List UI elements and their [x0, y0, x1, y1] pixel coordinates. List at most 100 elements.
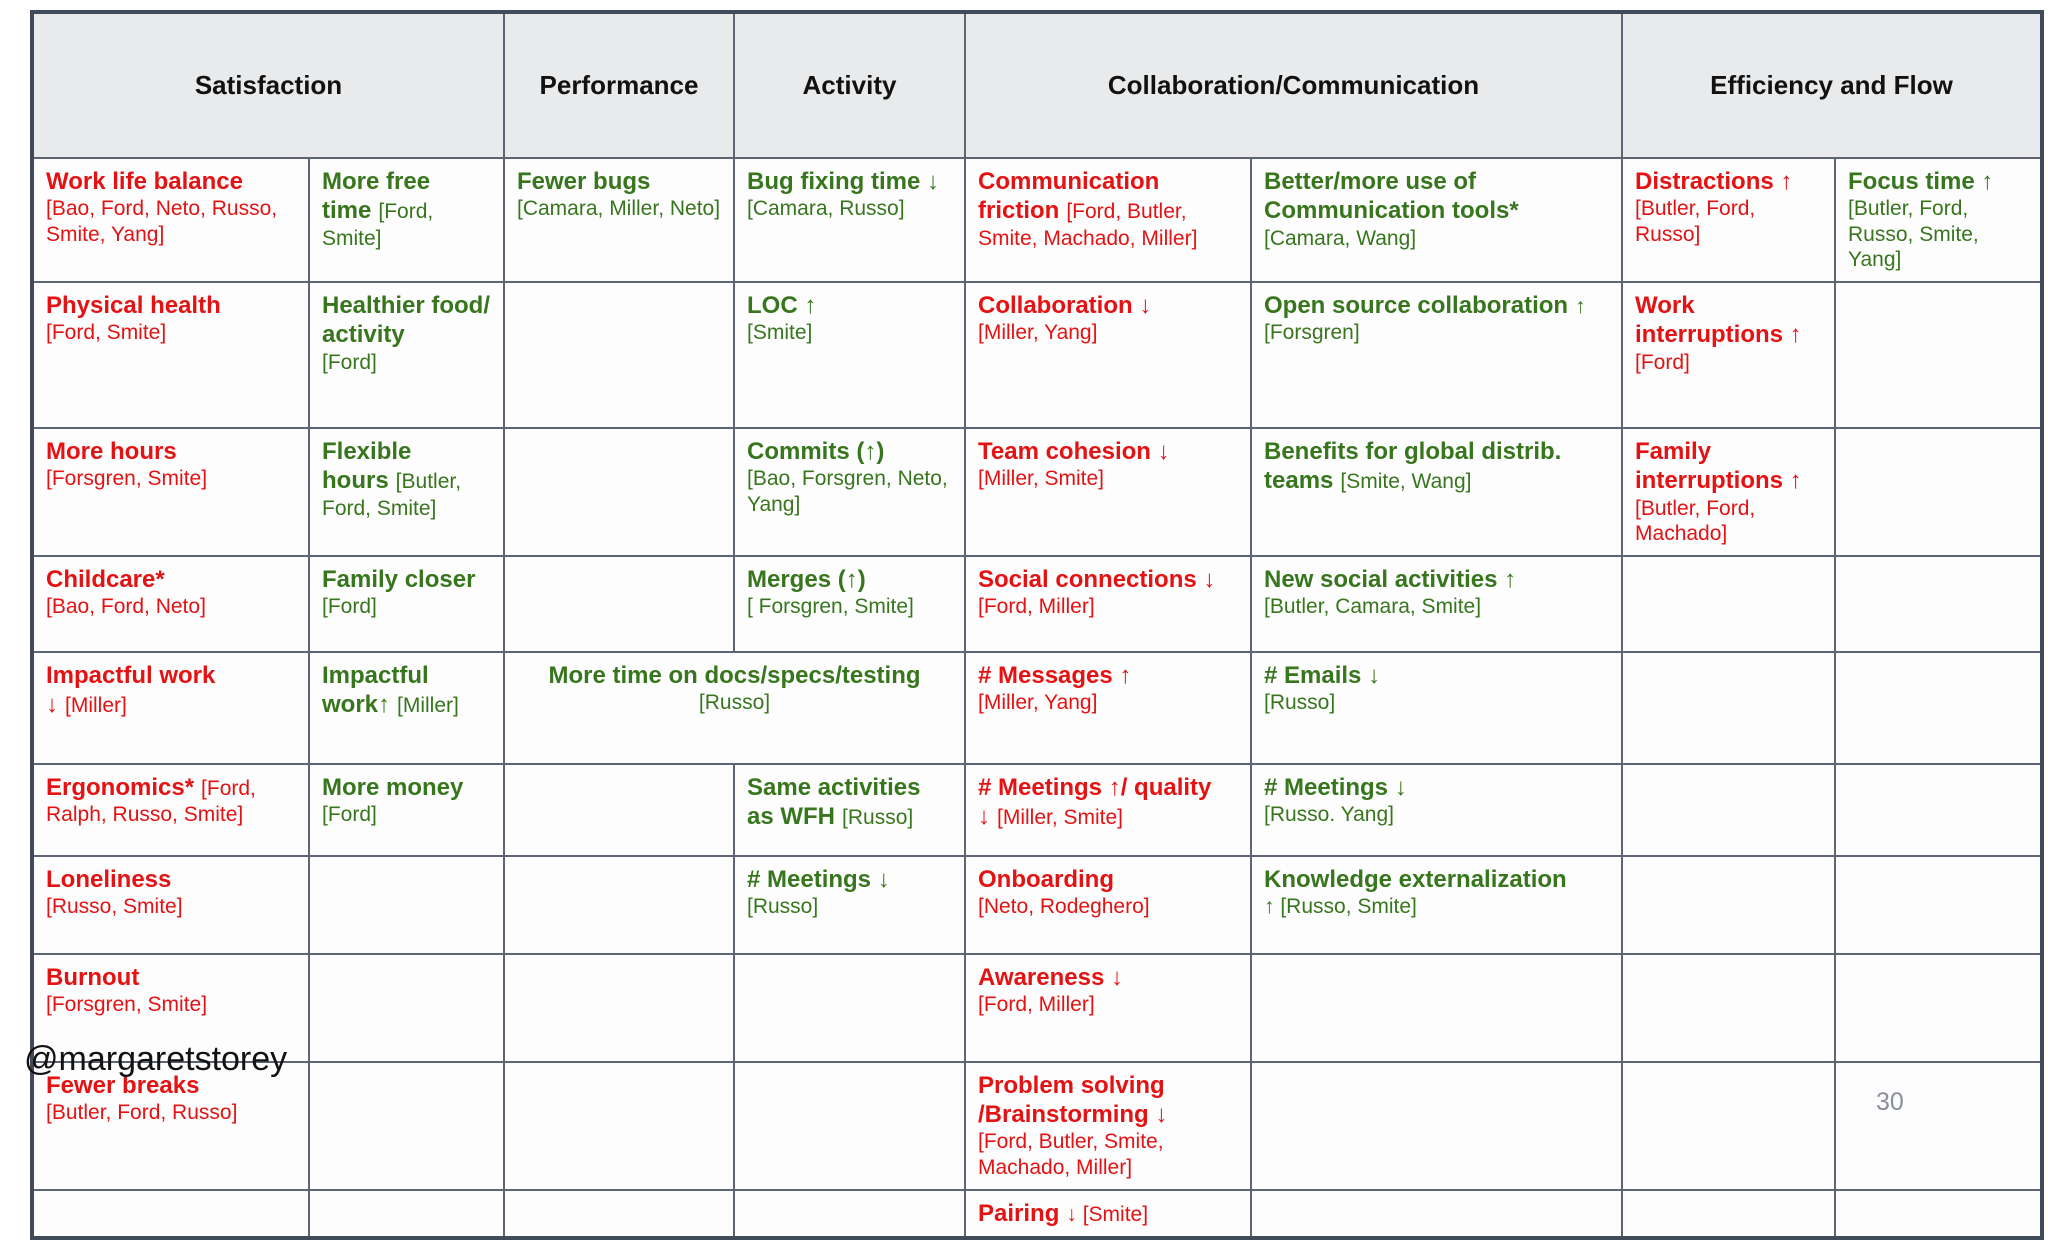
cell-content: # Messages ↑ [Miller, Yang] — [978, 661, 1238, 716]
cell-title: Childcare* — [46, 565, 165, 593]
cell-title: Merges (↑) — [747, 565, 866, 593]
cell-citation: [Ford] — [322, 803, 377, 827]
cell-content: More time on docs/specs/testing [Russo] — [517, 661, 952, 716]
cell-title: More hours — [46, 438, 177, 466]
cell-citation: [Russo] — [698, 691, 771, 715]
cell-citation: [Smite] — [747, 321, 813, 345]
table-cell-empty — [1249, 1060, 1624, 1191]
cell-citation: [Ford, Smite] — [46, 321, 167, 345]
cell-content: Physical health [Ford, Smite] — [46, 291, 296, 346]
cell-content: Impactful work↑ [Miller] — [322, 661, 491, 720]
cell-title: Same activities as WFH — [747, 773, 921, 831]
cell-citation: [Russo, Smite] — [46, 895, 183, 919]
header-row: Satisfaction Performance Activity Collabora… — [31, 11, 2044, 159]
table-row: Burnout [Forsgren, Smite] Awareness ↓ [Ford… — [31, 952, 2044, 1063]
cell-content: More free time [Ford, Smite] — [322, 167, 491, 251]
cell-title: Problem solving /Brainstorming ↓ — [978, 1071, 1168, 1129]
cell-title: Loneliness — [46, 865, 172, 893]
table-cell: Loneliness [Russo, Smite] — [31, 854, 310, 955]
cell-content: Ergonomics* [Ford, Ralph, Russo, Smite] — [46, 773, 296, 828]
cell-citation: [Ford] — [1635, 350, 1690, 374]
cell-citation: [Miller, Smite] — [997, 806, 1124, 830]
table-cell-empty — [503, 762, 735, 857]
table-cell-empty — [1621, 952, 1837, 1063]
cell-content: Knowledge externalization ↑ [Russo, Smite… — [1264, 865, 1609, 920]
cell-title: Pairing — [978, 1199, 1060, 1227]
table-cell-empty — [308, 952, 505, 1063]
cell-content: Flexible hours [Butler, Ford, Smite] — [322, 437, 491, 521]
table-cell: Better/more use of Communication tools*[… — [1249, 156, 1624, 284]
cell-content: Problem solving /Brainstorming ↓ [Ford, B… — [978, 1071, 1238, 1181]
table-row: Work life balance [Bao, Ford, Neto, Russo… — [31, 156, 2044, 284]
table-cell: More free time [Ford, Smite] — [308, 156, 505, 284]
cell-title: # Messages ↑ — [978, 661, 1132, 689]
table-cell-empty — [1834, 1060, 2044, 1191]
cell-content: Commits (↑) [Bao, Forsgren, Neto, Yang] — [747, 437, 952, 517]
cell-title: Better/more use of Communication tools* — [1264, 168, 1519, 225]
table-cell-empty — [1834, 554, 2044, 653]
table-cell: Family closer [Ford] — [308, 554, 505, 653]
column-header: Collaboration/Communication — [963, 11, 1624, 159]
cell-content: Benefits for global distrib. teams [Smite… — [1264, 437, 1609, 496]
table-cell: Physical health [Ford, Smite] — [31, 281, 310, 430]
table-cell: Benefits for global distrib. teams [Smite… — [1249, 427, 1624, 557]
cell-title: Bug fixing time ↓ — [747, 168, 939, 195]
cell-title: Communication friction — [978, 168, 1160, 225]
cell-citation: [Ford, Ralph, Russo, Smite] — [46, 776, 256, 827]
table-row: More hours [Forsgren, Smite] Flexible hour… — [31, 427, 2044, 557]
cell-content: Same activities as WFH [Russo] — [747, 773, 952, 832]
table-cell-empty — [308, 854, 505, 955]
cell-content: Childcare* [Bao, Ford, Neto] — [46, 565, 296, 620]
cell-citation: [Ford, Butler, Smite, Machado, Miller] — [978, 1130, 1164, 1179]
table-row: Pairing ↓ [Smite] — [31, 1188, 2044, 1239]
table-cell-empty — [1834, 762, 2044, 857]
cell-content: Open source collaboration ↑ [Forsgren] — [1264, 291, 1609, 346]
table-cell: Bug fixing time ↓ [Camara, Russo] — [733, 156, 966, 284]
table-cell-empty — [1834, 854, 2044, 955]
cell-title: # Meetings ↓ — [1264, 773, 1407, 801]
cell-title: # Emails ↓ — [1264, 661, 1381, 689]
cell-citation: [Camara, Wang] — [1264, 226, 1417, 250]
cell-title: Onboarding — [978, 865, 1114, 893]
table-cell: Awareness ↓ [Ford, Miller] — [964, 952, 1252, 1063]
cell-citation: [Miller, Yang] — [978, 691, 1098, 715]
cell-citation: [Miller, Smite] — [978, 467, 1105, 491]
cell-title: Burnout — [46, 963, 140, 991]
table-row: Fewer breaks [Butler, Ford, Russo] Problem… — [31, 1060, 2044, 1191]
cell-citation: [Russo] — [747, 895, 819, 919]
table-cell-empty — [308, 1060, 505, 1191]
cell-content: Loneliness [Russo, Smite] — [46, 865, 296, 920]
cell-citation: [Ford] — [322, 595, 377, 619]
table-cell: Commits (↑) [Bao, Forsgren, Neto, Yang] — [733, 427, 966, 557]
cell-content: More money [Ford] — [322, 773, 491, 828]
cell-title: Physical health — [46, 292, 221, 320]
cell-citation: [Camara, Russo] — [747, 197, 905, 221]
cell-citation: [Miller, Yang] — [978, 321, 1098, 345]
table-row: Physical health [Ford, Smite] Healthier fo… — [31, 281, 2044, 430]
table-cell: Social connections ↓ [Ford, Miller] — [964, 554, 1252, 653]
table-cell: More time on docs/specs/testing [Russo] — [503, 650, 966, 765]
cell-title: Flexible hours — [322, 438, 412, 495]
cell-title: Family closer — [322, 565, 476, 593]
table-cell-empty — [733, 1188, 966, 1239]
cell-content: Awareness ↓ [Ford, Miller] — [978, 963, 1238, 1018]
column-header: Efficiency and Flow — [1621, 11, 2044, 159]
cell-title: Commits (↑) — [747, 438, 885, 466]
cell-title: Impactful work ↓ — [46, 661, 216, 719]
cell-content: Healthier food/ activity [Ford] — [322, 291, 491, 375]
table-cell: Healthier food/ activity [Ford] — [308, 281, 505, 430]
table-cell: Work life balance [Bao, Ford, Neto, Russo… — [31, 156, 310, 284]
cell-content: Better/more use of Communication tools*[… — [1264, 167, 1609, 251]
slide-page-number: 30 — [1876, 1088, 1904, 1116]
column-header: Performance — [503, 11, 735, 159]
cell-content: Bug fixing time ↓ [Camara, Russo] — [747, 167, 952, 222]
column-header: Activity — [733, 11, 966, 159]
table-cell: # Emails ↓ [Russo] — [1249, 650, 1624, 765]
cell-citation: [Miller] — [397, 694, 459, 718]
table-cell: Team cohesion ↓ [Miller, Smite] — [964, 427, 1252, 557]
cell-citation: [Ford, Smite] — [322, 200, 434, 250]
cell-citation: [Russo. Yang] — [1264, 803, 1394, 827]
table-cell-empty — [308, 1188, 505, 1239]
column-header: Satisfaction — [31, 11, 505, 159]
cell-citation: ↑ [Russo, Smite] — [1264, 895, 1417, 919]
